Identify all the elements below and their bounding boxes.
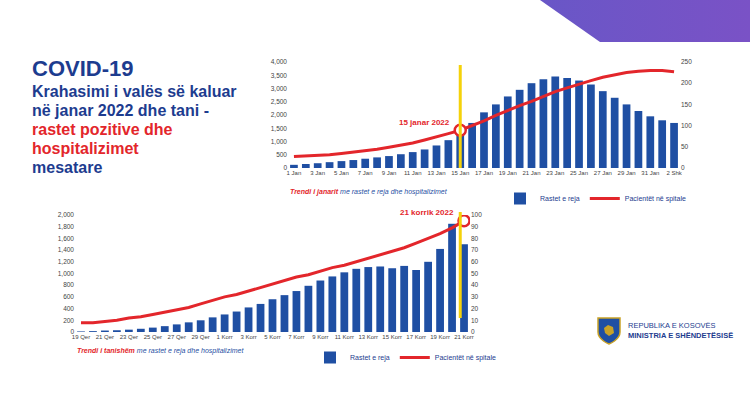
svg-text:25 Qer: 25 Qer: [144, 334, 162, 340]
svg-text:100: 100: [681, 122, 692, 129]
svg-text:Pacientët në spitale: Pacientët në spitale: [625, 195, 686, 203]
svg-text:5 Korr: 5 Korr: [264, 334, 280, 340]
svg-text:27 Jan: 27 Jan: [594, 170, 612, 176]
svg-text:9 Korr: 9 Korr: [312, 334, 328, 340]
svg-text:1,600: 1,600: [58, 235, 75, 242]
svg-text:15 janar 2022: 15 janar 2022: [399, 118, 450, 127]
svg-text:150: 150: [681, 101, 692, 108]
svg-text:1,800: 1,800: [58, 223, 75, 230]
svg-text:250: 250: [681, 58, 692, 65]
svg-text:100: 100: [471, 211, 482, 218]
svg-text:11 Korr: 11 Korr: [335, 334, 354, 340]
svg-text:2,500: 2,500: [271, 98, 288, 105]
svg-text:7 Jan: 7 Jan: [358, 170, 373, 176]
html-text:mesatare: mesatare: [32, 159, 103, 176]
svg-text:0: 0: [70, 328, 74, 335]
svg-text:2,000: 2,000: [58, 211, 75, 218]
html-text:MINISTRIA E SHËNDETËSISË: MINISTRIA E SHËNDETËSISË: [628, 331, 734, 340]
svg-text:200: 200: [63, 317, 74, 324]
svg-text:27 Qer: 27 Qer: [168, 334, 186, 340]
svg-text:800: 800: [63, 281, 74, 288]
svg-text:10: 10: [471, 317, 479, 324]
svg-text:Trendi i janarit me rastet e r: Trendi i janarit me rastet e reja dhe ho…: [290, 188, 448, 196]
svg-text:3,500: 3,500: [271, 72, 288, 79]
svg-text:1,000: 1,000: [58, 270, 75, 277]
svg-text:25 Jan: 25 Jan: [570, 170, 588, 176]
svg-text:7 Korr: 7 Korr: [288, 334, 304, 340]
svg-text:1 Korr: 1 Korr: [216, 334, 232, 340]
svg-text:19 Korr: 19 Korr: [430, 334, 450, 340]
svg-text:19 Jan: 19 Jan: [499, 170, 517, 176]
svg-text:Rastet e reja: Rastet e reja: [350, 354, 390, 362]
svg-text:1,200: 1,200: [58, 258, 75, 265]
svg-text:400: 400: [63, 305, 74, 312]
svg-text:21 korrik 2022: 21 korrik 2022: [400, 208, 454, 217]
svg-text:0: 0: [681, 164, 685, 171]
svg-text:17 Jan: 17 Jan: [475, 170, 493, 176]
svg-text:15 Jan: 15 Jan: [451, 170, 469, 176]
svg-text:3 Korr: 3 Korr: [240, 334, 256, 340]
svg-text:40: 40: [471, 281, 479, 288]
html-text:REPUBLIKA E KOSOVËS: REPUBLIKA E KOSOVËS: [628, 321, 716, 330]
svg-text:29 Jan: 29 Jan: [618, 170, 636, 176]
svg-text:23 Qer: 23 Qer: [120, 334, 138, 340]
svg-text:90: 90: [471, 223, 479, 230]
svg-text:70: 70: [471, 246, 479, 253]
svg-text:21 Korr: 21 Korr: [454, 334, 474, 340]
svg-text:3,000: 3,000: [271, 85, 288, 92]
html-text:Krahasimi i valës së kaluar në: Krahasimi i valës së kaluar në janar 202…: [32, 83, 237, 119]
svg-text:1,400: 1,400: [58, 246, 75, 253]
svg-text:50: 50: [681, 143, 689, 150]
svg-text:19 Qer: 19 Qer: [72, 334, 90, 340]
svg-text:1,500: 1,500: [271, 125, 288, 132]
svg-text:Rastet e reja: Rastet e reja: [540, 195, 580, 203]
svg-text:21 Jan: 21 Jan: [523, 170, 541, 176]
svg-text:17 Korr: 17 Korr: [406, 334, 426, 340]
svg-text:23 Jan: 23 Jan: [546, 170, 564, 176]
svg-text:21 Qer: 21 Qer: [96, 334, 114, 340]
svg-text:4,000: 4,000: [271, 58, 288, 65]
svg-text:600: 600: [63, 293, 74, 300]
svg-text:13 Jan: 13 Jan: [427, 170, 445, 176]
svg-text:13 Korr: 13 Korr: [358, 334, 378, 340]
svg-text:30: 30: [471, 293, 479, 300]
svg-text:2 Shk: 2 Shk: [666, 170, 682, 176]
svg-text:31 Jan: 31 Jan: [641, 170, 659, 176]
svg-text:80: 80: [471, 235, 479, 242]
svg-text:Pacientët në spitale: Pacientët në spitale: [435, 354, 496, 362]
svg-text:0: 0: [471, 328, 475, 335]
svg-text:50: 50: [471, 270, 479, 277]
svg-text:500: 500: [276, 151, 287, 158]
svg-text:1,000: 1,000: [271, 138, 288, 145]
svg-text:3 Jan: 3 Jan: [310, 170, 325, 176]
svg-text:15 Korr: 15 Korr: [382, 334, 402, 340]
svg-text:20: 20: [471, 305, 479, 312]
svg-text:2,000: 2,000: [271, 111, 288, 118]
svg-text:1 Jan: 1 Jan: [287, 170, 302, 176]
svg-text:11 Jan: 11 Jan: [404, 170, 422, 176]
html-text:COVID-19: COVID-19: [32, 56, 134, 81]
html-text:rastet pozitive dhe hospitaliz: rastet pozitive dhe hospitalizimet: [32, 121, 173, 157]
svg-text:29 Qer: 29 Qer: [192, 334, 210, 340]
svg-text:5 Jan: 5 Jan: [334, 170, 349, 176]
svg-text:9 Jan: 9 Jan: [382, 170, 397, 176]
svg-text:0: 0: [283, 164, 287, 171]
svg-text:200: 200: [681, 79, 692, 86]
svg-text:Trendi i tanishëm me rastet e: Trendi i tanishëm me rastet e reja dhe h…: [77, 347, 244, 355]
svg-text:60: 60: [471, 258, 479, 265]
